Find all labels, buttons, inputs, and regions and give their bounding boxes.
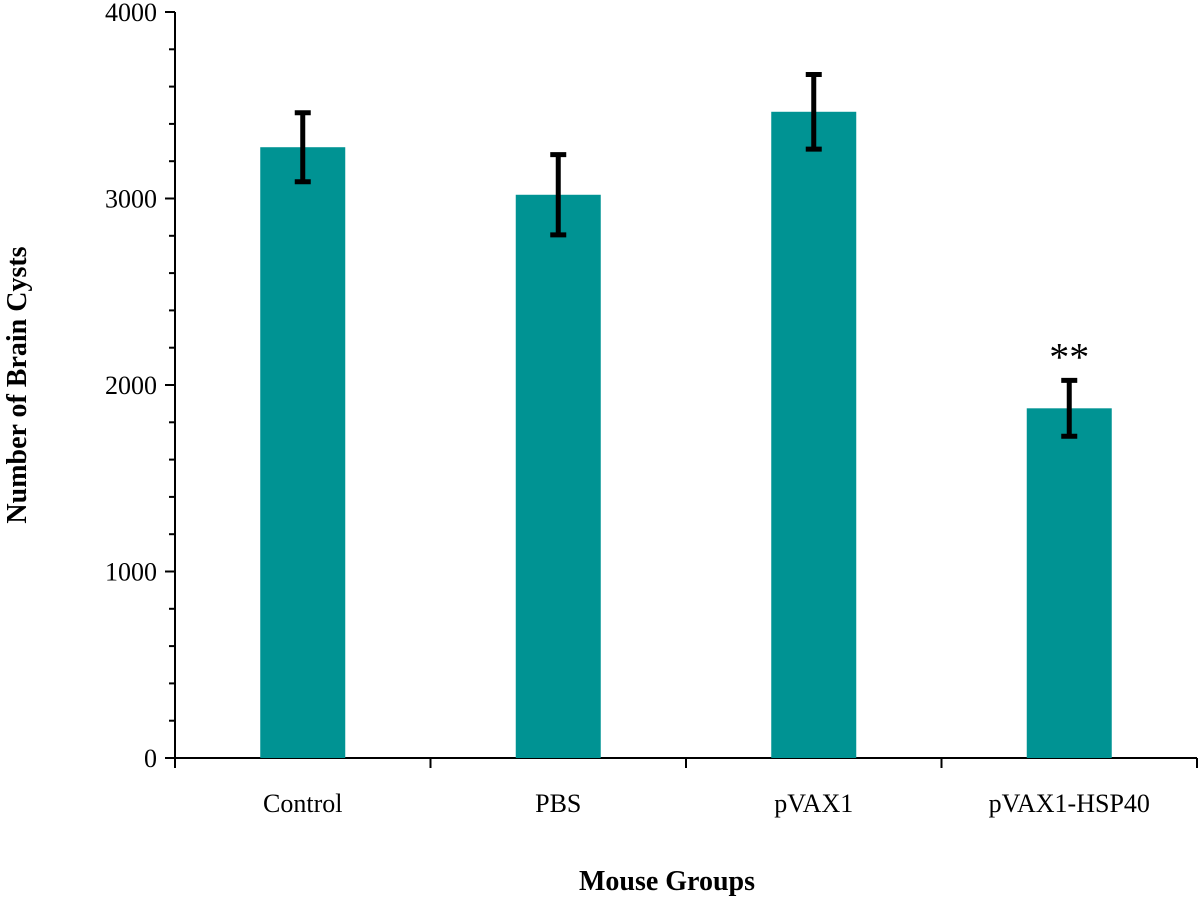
y-axis-title: Number of Brain Cysts — [2, 246, 33, 523]
bar — [771, 111, 857, 759]
category-label: PBS — [535, 789, 581, 818]
category-label: pVAX1-HSP40 — [989, 789, 1150, 818]
y-tick-label: 3000 — [105, 185, 157, 214]
bar — [1026, 408, 1112, 758]
x-axis: Control PBS pVAX1 pVAX1-HSP40 — [174, 757, 1198, 818]
bar — [260, 147, 346, 758]
error-bars-group: ** — [294, 71, 1089, 439]
significance-annotation: ** — [1049, 334, 1089, 379]
bars-group — [260, 111, 1112, 759]
x-axis-title: Mouse Groups — [579, 866, 755, 897]
y-tick-label: 2000 — [105, 371, 157, 400]
y-axis: 0 1000 2000 3000 4000 — [105, 0, 176, 773]
bar — [515, 194, 601, 758]
y-tick-label: 0 — [144, 744, 157, 773]
y-tick-label: 1000 — [105, 558, 157, 587]
category-label: Control — [263, 789, 342, 818]
category-label: pVAX1 — [774, 789, 853, 818]
y-tick-label: 4000 — [105, 0, 157, 27]
